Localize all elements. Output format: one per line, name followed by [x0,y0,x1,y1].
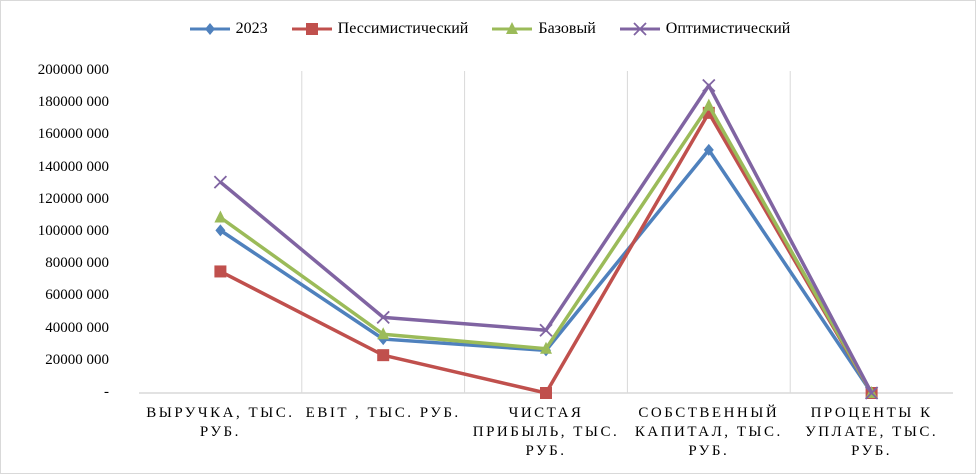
data-point-1-2 [540,387,552,399]
data-point-3-3 [702,78,716,93]
legend-label: Оптимистический [665,20,791,37]
data-point-2-3 [702,98,715,111]
data-point-1-1 [377,349,390,362]
data-point-3-4 [864,386,879,400]
data-point-3-2 [539,323,553,337]
data-point-0-3 [703,143,714,156]
y-tick-label: 200000 000 [37,62,109,78]
legend-swatch [291,23,332,35]
legend-label: Базовый [538,20,596,37]
series-line-0 [219,148,874,394]
y-tick-label: - [104,384,109,400]
x-tick-label: ПРОЦЕНТЫ К УПЛАТЕ, ТЫС. РУБ. [805,405,939,459]
y-tick-label: 140000 000 [37,158,109,175]
y-tick-label: 160000 000 [37,126,109,143]
legend-item: Оптимистический [618,20,791,38]
legend-swatch [492,22,533,34]
y-tick-label: 80000 000 [45,255,109,272]
y-tick-label: 40000 000 [45,319,109,336]
x-tick-label: ЧИСТАЯ ПРИБЫЛЬ, ТЫС. РУБ. [472,405,620,459]
legend-label: Пессимистический [337,20,469,37]
data-point-2-2 [540,341,552,354]
x-tick-label: EBIT , ТЫС. РУБ. [305,405,461,421]
y-tick-label: 20000 000 [45,351,109,368]
y-tick-label: 60000 000 [45,287,109,304]
data-point-3-1 [376,310,390,324]
legend: 2023 Пессимистический Базовый Оптимистическ… [1,20,976,38]
data-point-1-0 [214,265,227,278]
y-tick-label: 100000 000 [37,223,109,239]
data-point-3-0 [213,175,228,189]
x-tick-label: СОБСТВЕННЫЙ КАПИТАЛ, ТЫС. РУБ. [634,405,783,459]
y-tick-label: 120000 000 [37,190,109,207]
legend-swatch [189,23,230,35]
y-tick-label: 180000 000 [37,94,109,111]
x-tick-label: ВЫРУЧКА, ТЫС. РУБ. [146,405,295,440]
data-point-2-0 [214,210,227,223]
data-point-2-1 [377,327,390,340]
legend-swatch [619,22,660,36]
legend-item: 2023 [188,20,268,38]
legend-item: Пессимистический [290,20,469,38]
legend-item: Базовый [490,20,596,38]
data-point-0-0 [215,224,226,237]
legend-label: 2023 [235,20,268,37]
